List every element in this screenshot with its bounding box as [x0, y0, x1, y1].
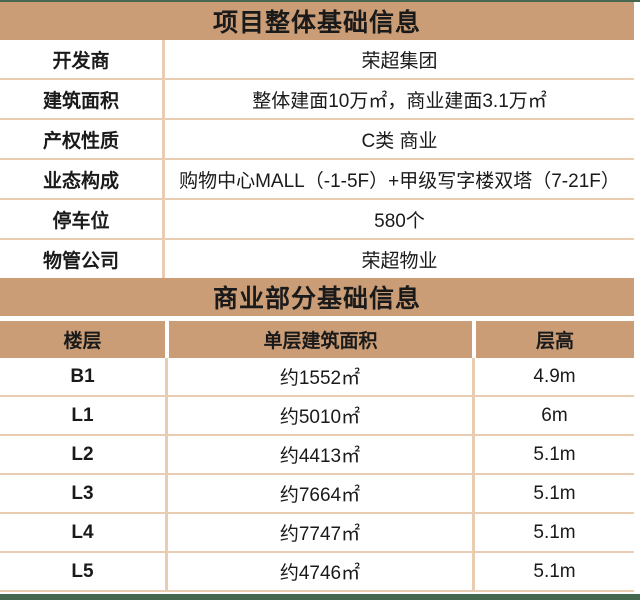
tables-wrap: 项目整体基础信息 开发商 荣超集团 建筑面积 整体建面10万㎡，商业建面3.1万…: [0, 2, 634, 592]
row-value: 整体建面10万㎡，商业建面3.1万㎡: [252, 90, 547, 112]
area-cell: 约4746㎡: [165, 553, 472, 590]
commercial-table-header: 楼层 单层建筑面积 层高: [0, 321, 634, 358]
area-cell: 约1552㎡: [165, 358, 472, 395]
commercial-table-body: B1 约1552㎡ 4.9m L1 约5010㎡ 6m L2 约4413㎡ 5.…: [0, 358, 634, 592]
floor-cell: L1: [71, 404, 94, 426]
info-row-parking: 停车位 580个: [0, 200, 634, 240]
row-label: 停车位: [0, 200, 165, 238]
floor-row-l3: L3 约7664㎡ 5.1m: [0, 475, 634, 514]
floor-row-l5: L5 约4746㎡ 5.1m: [0, 553, 634, 592]
row-value: 580个: [374, 210, 425, 232]
area-cell: 约7747㎡: [165, 514, 472, 551]
info-row-property-management: 物管公司 荣超物业: [0, 240, 634, 278]
row-value: C类 商业: [361, 130, 438, 152]
row-value: 荣超集团: [361, 50, 438, 72]
floor-cell: B1: [70, 365, 95, 387]
floor-row-b1: B1 约1552㎡ 4.9m: [0, 358, 634, 397]
commercial-table-title: 商业部分基础信息: [0, 278, 634, 316]
info-row-developer: 开发商 荣超集团: [0, 40, 634, 80]
row-value: 购物中心MALL（-1-5F）+甲级写字楼双塔（7-21F）: [179, 170, 620, 192]
project-table-title: 项目整体基础信息: [0, 2, 634, 40]
row-label: 物管公司: [0, 240, 165, 278]
top-accent-bar: [0, 0, 640, 2]
height-cell: 5.1m: [472, 514, 634, 551]
bottom-accent-bar: [0, 594, 640, 600]
column-header-area: 单层建筑面积: [165, 321, 472, 358]
info-row-business-composition: 业态构成 购物中心MALL（-1-5F）+甲级写字楼双塔（7-21F）: [0, 160, 634, 200]
info-row-property-type: 产权性质 C类 商业: [0, 120, 634, 160]
column-header-floor: 楼层: [0, 321, 165, 358]
height-cell: 6m: [472, 397, 634, 434]
column-header-height: 层高: [472, 321, 634, 358]
area-cell: 约5010㎡: [165, 397, 472, 434]
floor-row-l2: L2 约4413㎡ 5.1m: [0, 436, 634, 475]
height-cell: 5.1m: [472, 436, 634, 473]
area-cell: 约4413㎡: [165, 436, 472, 473]
title-gap: [0, 316, 634, 321]
row-label: 产权性质: [0, 120, 165, 158]
floor-cell: L4: [71, 521, 94, 543]
info-row-building-area: 建筑面积 整体建面10万㎡，商业建面3.1万㎡: [0, 80, 634, 120]
floor-cell: L5: [71, 560, 94, 582]
height-cell: 5.1m: [472, 475, 634, 512]
height-cell: 5.1m: [472, 553, 634, 590]
row-label: 业态构成: [0, 160, 165, 198]
floor-cell: L3: [71, 482, 94, 504]
floor-row-l1: L1 约5010㎡ 6m: [0, 397, 634, 436]
area-cell: 约7664㎡: [165, 475, 472, 512]
floor-row-l4: L4 约7747㎡ 5.1m: [0, 514, 634, 553]
row-label: 开发商: [0, 40, 165, 78]
floor-cell: L2: [71, 443, 94, 465]
row-label: 建筑面积: [0, 80, 165, 118]
height-cell: 4.9m: [472, 358, 634, 395]
project-info-table: 开发商 荣超集团 建筑面积 整体建面10万㎡，商业建面3.1万㎡ 产权性质 C类…: [0, 40, 634, 278]
row-value: 荣超物业: [361, 250, 438, 272]
